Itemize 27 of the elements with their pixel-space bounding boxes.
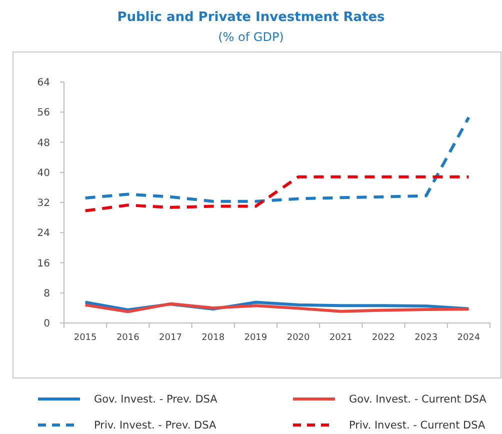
legend-label: Priv. Invest. - Current DSA [349,420,486,432]
legend-label: Priv. Invest. - Prev. DSA [94,420,217,432]
y-tick-label: 32 [37,198,50,209]
x-tick-label: 2016 [116,333,140,343]
y-tick-label: 16 [37,258,50,270]
legend-label: Gov. Invest. - Current DSA [349,394,488,406]
y-tick-label: 40 [37,168,50,179]
x-tick-label: 2024 [457,333,480,343]
x-tick-label: 2020 [286,333,310,343]
x-tick-label: 2019 [244,333,268,343]
line-series [84,116,470,203]
y-tick-label: 64 [37,78,50,88]
legend-label: Gov. Invest. - Prev. DSA [94,394,218,406]
y-tick-label: 24 [37,228,50,240]
line-series [84,175,470,212]
x-tick-label: 2023 [414,333,438,343]
y-tick-label: 8 [44,288,50,300]
y-tick-label: 56 [37,108,50,119]
y-tick-label: 48 [37,138,50,149]
x-tick-label: 2018 [202,333,225,343]
chart-subtitle: (% of GDP) [218,30,284,44]
x-tick-label: 2021 [329,333,352,343]
chart-title: Public and Private Investment Rates [117,10,386,25]
y-tick-label: 0 [44,318,50,330]
x-tick-label: 2022 [372,333,395,343]
x-tick-label: 2017 [159,333,182,343]
x-tick-label: 2015 [74,333,97,343]
